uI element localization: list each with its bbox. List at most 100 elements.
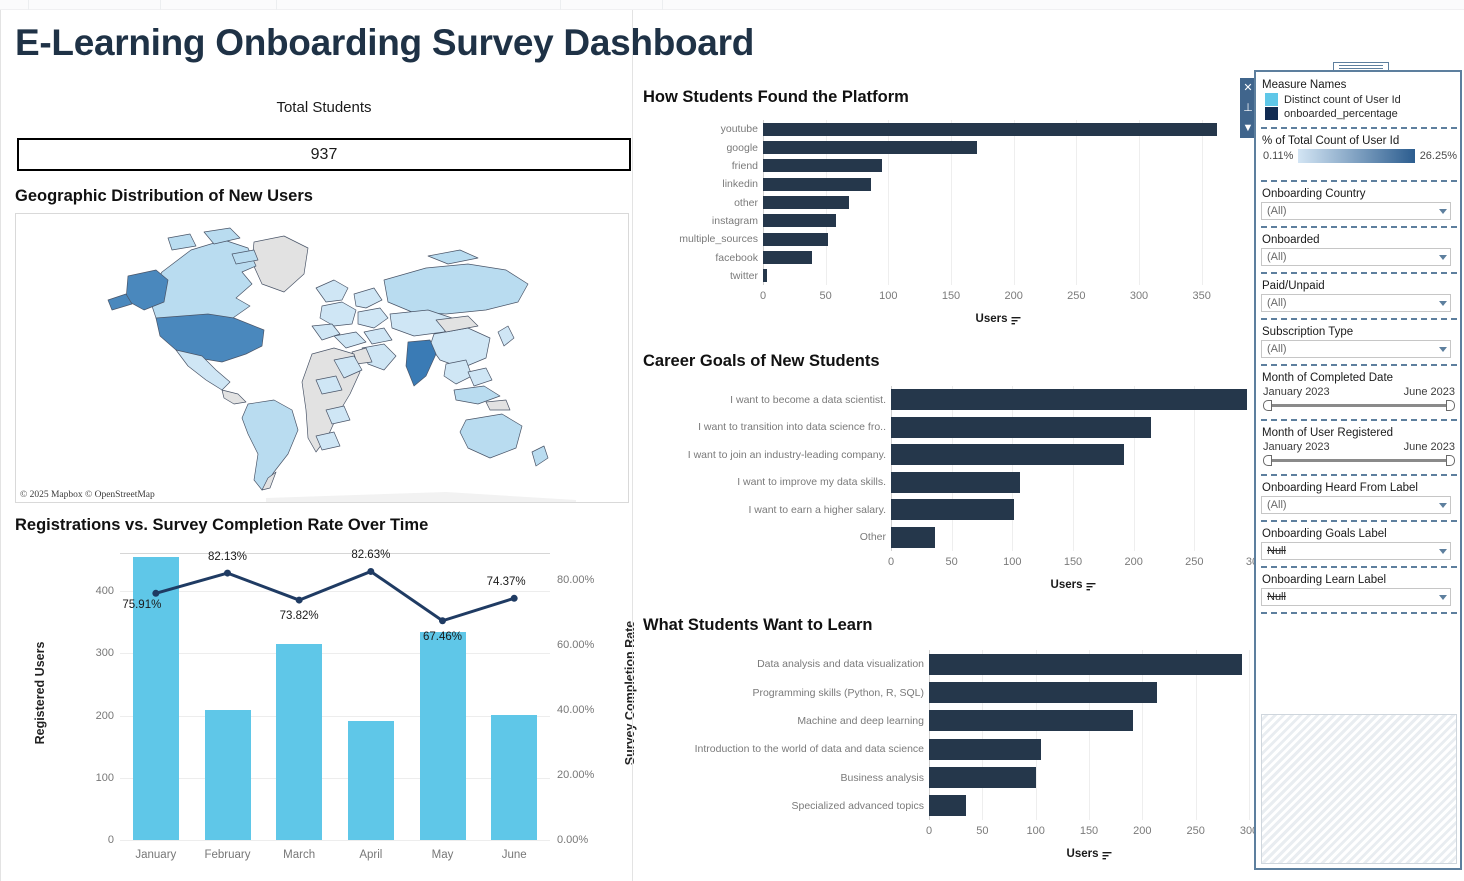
registered-users-bar[interactable] (491, 715, 538, 840)
legend-item[interactable]: Distinct count of User Id (1265, 93, 1457, 106)
date-range-slider[interactable] (1263, 454, 1455, 466)
empty-drop-zone[interactable] (1261, 714, 1457, 864)
filter-onboarding-learn-label: Onboarding Learn Label Null (1261, 571, 1457, 609)
y2-axis-tick: 0.00% (557, 834, 589, 846)
bar-category-label: I want to earn a higher salary. (748, 503, 886, 516)
bar-category-label: other (734, 196, 758, 209)
what-students-learn-chart[interactable]: 0 50 100 150 200 250 300 Data analysis and data… (695, 650, 1258, 860)
filter-dropdown[interactable]: Null (1261, 542, 1451, 560)
bar-category-label: I want to become a data scientist. (730, 393, 886, 406)
x-axis-title: Users (1051, 579, 1096, 591)
slider-handle-right[interactable] (1446, 455, 1455, 466)
bar[interactable] (929, 767, 1036, 788)
slider-handle-left[interactable] (1263, 455, 1272, 466)
filter-dropdown[interactable]: (All) (1261, 294, 1451, 312)
bar[interactable] (891, 416, 1151, 438)
bar-category-label: Specialized advanced topics (791, 799, 924, 812)
bar-category-label: google (726, 141, 758, 154)
bar[interactable] (763, 177, 871, 191)
bar[interactable] (763, 269, 767, 283)
slider-min-label: January 2023 (1263, 386, 1330, 398)
bar[interactable] (763, 214, 836, 228)
bar-category-label: youtube (720, 123, 758, 136)
pin-icon[interactable]: ⊥ (1243, 101, 1253, 114)
bar[interactable] (891, 526, 935, 548)
completion-rate-data-label: 74.37% (486, 576, 526, 589)
filter-separator (1261, 520, 1457, 522)
x-axis-tick: 200 (1004, 290, 1023, 302)
registered-users-bar[interactable] (204, 710, 251, 840)
career-goals-chart[interactable]: 050100150200250300I want to become a dat… (688, 386, 1264, 591)
filter-dropdown[interactable]: (All) (1261, 248, 1451, 266)
geographic-map[interactable]: © 2025 Mapbox © OpenStreetMap (15, 213, 629, 503)
filter-dropdown[interactable]: Null (1261, 588, 1451, 606)
close-icon[interactable]: ✕ (1243, 81, 1253, 94)
filter-value: (All) (1267, 499, 1287, 511)
legend-swatch (1265, 107, 1278, 120)
slider-handle-left[interactable] (1263, 400, 1272, 411)
completion-rate-data-label: 82.13% (207, 551, 248, 564)
bar[interactable] (891, 444, 1124, 466)
filter-dropdown[interactable]: (All) (1261, 202, 1451, 220)
bar[interactable] (763, 141, 978, 154)
found-chart-title: How Students Found the Platform (643, 88, 909, 106)
registered-users-bar[interactable] (132, 556, 179, 840)
bar[interactable] (929, 653, 1242, 675)
x-axis-tick: 0 (759, 290, 767, 302)
middle-column: How Students Found the Platform 0 50 100 15… (632, 10, 1264, 881)
registrations-vs-completion-chart[interactable]: Registered Users Survey Completion Rate … (15, 543, 637, 881)
bar[interactable] (763, 122, 1217, 136)
y-axis-tick: 0 (107, 834, 114, 846)
x-axis-tick: 300 (1239, 825, 1259, 837)
chevron-down-icon[interactable] (1439, 254, 1447, 260)
bar[interactable] (763, 232, 829, 246)
chevron-down-icon[interactable] (1439, 594, 1447, 600)
completion-rate-line[interactable] (120, 554, 550, 840)
slider-handle-right[interactable] (1446, 400, 1455, 411)
filter-dropdown[interactable]: (All) (1261, 496, 1451, 514)
bar[interactable] (929, 738, 1041, 760)
filter-value: (All) (1267, 343, 1287, 355)
date-range-slider[interactable] (1263, 399, 1455, 411)
gridline (1194, 386, 1196, 551)
bar[interactable] (929, 795, 967, 817)
x-axis-title-text: Users (1050, 579, 1083, 591)
gridline (120, 591, 550, 593)
chevron-down-icon[interactable]: ▼ (1242, 121, 1254, 134)
filter-value: Null (1267, 591, 1286, 603)
sort-descending-icon[interactable] (1086, 582, 1096, 591)
gridline (929, 650, 930, 820)
chevron-down-icon[interactable] (1439, 346, 1447, 352)
filter-paid-unpaid: Paid/Unpaid (All) (1261, 277, 1457, 315)
bar[interactable] (929, 682, 1158, 703)
registered-users-bar[interactable] (419, 631, 466, 840)
filter-dropdown[interactable]: (All) (1261, 340, 1451, 358)
bar[interactable] (763, 159, 883, 173)
bar[interactable] (891, 471, 1020, 493)
bar-category-label: twitter (729, 269, 758, 282)
x-axis-title: Users (976, 313, 1021, 325)
panel-tool-strip[interactable]: ✕ ⊥ ▼ (1240, 78, 1256, 138)
bar-category-label: facebook (715, 251, 758, 264)
completion-rate-data-label: 67.46% (422, 630, 463, 643)
kpi-total-students[interactable]: 937 (17, 138, 631, 171)
bar[interactable] (929, 710, 1133, 732)
registered-users-bar[interactable] (347, 720, 394, 840)
bar[interactable] (763, 196, 850, 209)
registered-users-bar[interactable] (276, 643, 323, 840)
chevron-down-icon[interactable] (1439, 208, 1447, 214)
chevron-down-icon[interactable] (1439, 548, 1447, 554)
how-students-found-chart[interactable]: 0 50 100 150 200 250 300 350 youtube google friend… (679, 120, 1233, 325)
combo-chart-title: Registrations vs. Survey Completion Rate… (15, 516, 429, 534)
gridline (1249, 650, 1250, 820)
filter-month-of-completed-date: Month of Completed Date January 2023 June … (1261, 369, 1457, 416)
chevron-down-icon[interactable] (1439, 300, 1447, 306)
bar[interactable] (763, 251, 812, 264)
chevron-down-icon[interactable] (1439, 502, 1447, 508)
sort-descending-icon[interactable] (1011, 316, 1021, 325)
legend-item[interactable]: onboarded_percentage (1265, 107, 1457, 120)
sort-descending-icon[interactable] (1102, 851, 1112, 860)
gridline (1139, 120, 1140, 285)
bar[interactable] (891, 389, 1247, 411)
bar[interactable] (891, 499, 1014, 521)
